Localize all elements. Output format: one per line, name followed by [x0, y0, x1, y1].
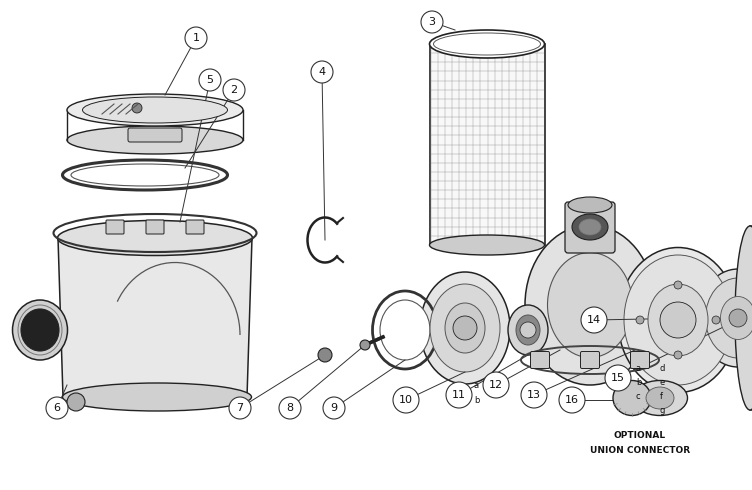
Text: 11: 11 [452, 390, 466, 400]
Circle shape [729, 309, 747, 327]
Ellipse shape [13, 300, 68, 360]
Ellipse shape [508, 305, 548, 355]
Text: 15: 15 [611, 373, 625, 383]
Ellipse shape [568, 197, 612, 213]
FancyBboxPatch shape [146, 220, 164, 234]
Circle shape [453, 316, 477, 340]
Ellipse shape [720, 296, 752, 340]
Text: 9: 9 [330, 403, 338, 413]
Circle shape [521, 382, 547, 408]
FancyBboxPatch shape [581, 351, 599, 368]
Text: 6: 6 [53, 403, 60, 413]
FancyBboxPatch shape [630, 351, 650, 368]
Ellipse shape [698, 269, 752, 367]
Circle shape [132, 103, 142, 113]
Ellipse shape [67, 126, 243, 154]
Text: 10: 10 [399, 395, 413, 405]
Text: f: f [660, 392, 663, 400]
Circle shape [660, 302, 696, 338]
Ellipse shape [579, 219, 601, 235]
Circle shape [279, 397, 301, 419]
Circle shape [393, 387, 419, 413]
Text: 14: 14 [587, 315, 601, 325]
Circle shape [360, 340, 370, 350]
Circle shape [674, 351, 682, 359]
Text: 2: 2 [230, 85, 238, 95]
FancyBboxPatch shape [186, 220, 204, 234]
Text: 3: 3 [429, 17, 435, 27]
Ellipse shape [618, 247, 738, 392]
Text: 7: 7 [236, 403, 244, 413]
Ellipse shape [705, 278, 752, 358]
Text: c: c [636, 392, 641, 400]
Ellipse shape [62, 383, 251, 411]
Ellipse shape [547, 252, 632, 358]
Ellipse shape [646, 387, 674, 409]
Circle shape [636, 316, 644, 324]
Circle shape [311, 61, 333, 83]
Ellipse shape [430, 284, 500, 372]
FancyBboxPatch shape [106, 220, 124, 234]
Ellipse shape [67, 94, 243, 126]
Ellipse shape [525, 225, 655, 385]
Polygon shape [58, 238, 252, 397]
Circle shape [712, 316, 720, 324]
Circle shape [323, 397, 345, 419]
Circle shape [318, 348, 332, 362]
Circle shape [199, 69, 221, 91]
Text: OPTIONAL: OPTIONAL [614, 431, 666, 440]
Text: 12: 12 [489, 380, 503, 390]
FancyBboxPatch shape [565, 202, 615, 253]
Circle shape [520, 322, 536, 338]
Ellipse shape [624, 255, 732, 385]
Ellipse shape [429, 235, 544, 255]
Ellipse shape [21, 309, 59, 351]
Circle shape [483, 372, 509, 398]
Ellipse shape [572, 214, 608, 240]
Circle shape [421, 11, 443, 33]
Circle shape [229, 397, 251, 419]
Ellipse shape [57, 220, 253, 255]
FancyBboxPatch shape [530, 351, 550, 368]
Text: UNION CONNECTOR: UNION CONNECTOR [590, 445, 690, 455]
Circle shape [581, 307, 607, 333]
Ellipse shape [380, 300, 430, 360]
Circle shape [223, 79, 245, 101]
Circle shape [559, 387, 585, 413]
Circle shape [605, 365, 631, 391]
Ellipse shape [445, 303, 485, 353]
Text: a: a [474, 381, 479, 390]
Circle shape [46, 397, 68, 419]
Bar [430, 44, 545, 245]
FancyBboxPatch shape [128, 128, 182, 142]
Text: e: e [660, 377, 666, 387]
Circle shape [674, 281, 682, 289]
Text: 4: 4 [318, 67, 326, 77]
Circle shape [67, 393, 85, 411]
Ellipse shape [516, 315, 540, 345]
Text: 1: 1 [193, 33, 199, 43]
Text: g: g [660, 406, 666, 415]
Polygon shape [750, 226, 752, 410]
Ellipse shape [429, 30, 544, 58]
Text: 5: 5 [207, 75, 214, 85]
Ellipse shape [83, 97, 228, 123]
Circle shape [446, 382, 472, 408]
Text: b: b [474, 395, 479, 405]
Text: d: d [660, 364, 666, 372]
Text: 13: 13 [527, 390, 541, 400]
Ellipse shape [420, 272, 510, 384]
Text: 8: 8 [287, 403, 293, 413]
Ellipse shape [735, 226, 752, 410]
Text: a: a [636, 364, 641, 372]
Text: 16: 16 [565, 395, 579, 405]
Circle shape [185, 27, 207, 49]
Ellipse shape [648, 284, 708, 356]
Ellipse shape [632, 381, 687, 416]
Text: b: b [636, 377, 641, 387]
Ellipse shape [613, 381, 651, 416]
